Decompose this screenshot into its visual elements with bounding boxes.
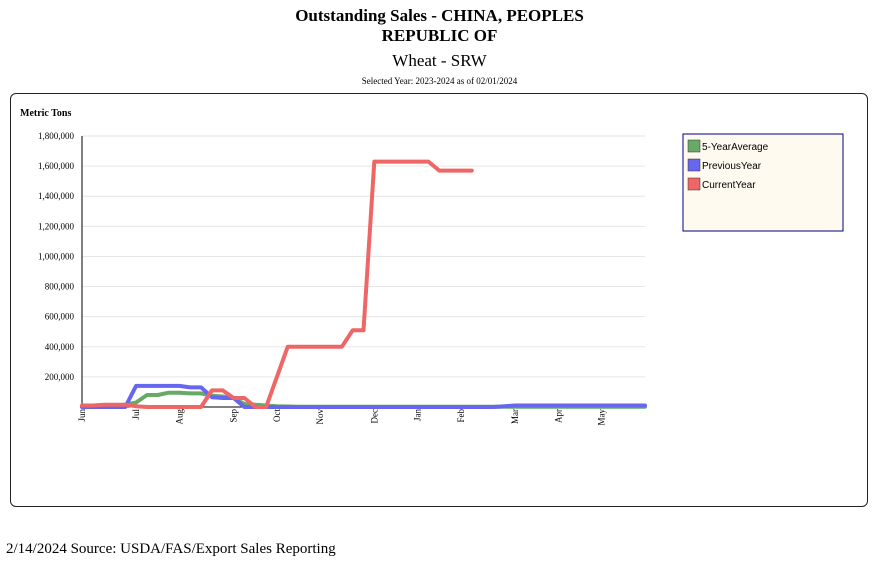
x-tick-label: Nov <box>315 409 325 425</box>
x-tick-label: Jun <box>77 409 87 422</box>
legend-box <box>682 133 844 232</box>
y-tick-label: 200,000 <box>45 372 75 382</box>
y-axis-label: Metric Tons <box>20 108 71 119</box>
chart-subtitle: Wheat - SRW <box>392 51 487 70</box>
y-tick-label: 400,000 <box>45 342 75 352</box>
y-tick-label: 1,000,000 <box>38 251 75 261</box>
x-tick-label: Aug <box>174 409 184 425</box>
y-tick-label: 1,400,000 <box>38 191 75 201</box>
x-tick-label: Jan <box>413 409 423 421</box>
x-tick-label: May <box>597 409 607 426</box>
legend-label: PreviousYear <box>702 161 762 172</box>
y-tick-label: 600,000 <box>45 312 75 322</box>
legend-swatch <box>687 158 701 172</box>
x-tick-label: Jul <box>131 409 141 420</box>
line-chart: Metric Tons 200,000 400,000 600,000 800,000… <box>20 108 844 426</box>
selected-year-note: Selected Year: 2023-2024 as of 02/01/202… <box>361 76 518 86</box>
legend-label: 5-YearAverage <box>702 142 769 153</box>
series-line-currentyear <box>80 159 474 409</box>
x-tick-label: Apr <box>553 409 563 423</box>
chart-title-line2: REPUBLIC OF <box>381 26 498 45</box>
x-tick-label: Sep <box>229 409 239 423</box>
legend-swatch <box>687 139 701 153</box>
x-tick-label: Oct <box>272 409 282 422</box>
legend-swatch <box>687 177 701 191</box>
series-line-previousyear <box>80 383 647 409</box>
chart-panel: Metric Tons 200,000 400,000 600,000 800,000… <box>10 93 868 507</box>
y-tick-label: 1,800,000 <box>38 131 75 141</box>
y-tick-label: 1,200,000 <box>38 221 75 231</box>
x-axis: Jun Jul Aug Sep Oct Nov Dec Jan Feb Mar Apr May <box>77 406 645 426</box>
y-axis: 200,000 400,000 600,000 800,000 1,000,000 1,2… <box>38 131 83 407</box>
grid-lines <box>82 135 645 378</box>
y-tick-label: 1,600,000 <box>38 161 75 171</box>
series-lines <box>80 159 647 409</box>
x-tick-label: Mar <box>510 409 520 424</box>
chart-title-line1: Outstanding Sales - CHINA, PEOPLES <box>295 6 584 25</box>
source-footer: 2/14/2024 Source: USDA/FAS/Export Sales … <box>6 541 336 557</box>
x-tick-label: Dec <box>369 409 379 424</box>
legend: 5-YearAverage PreviousYear CurrentYear <box>682 133 844 232</box>
y-tick-label: 800,000 <box>45 282 75 292</box>
x-tick-label: Feb <box>456 409 466 423</box>
legend-label: CurrentYear <box>702 180 756 191</box>
